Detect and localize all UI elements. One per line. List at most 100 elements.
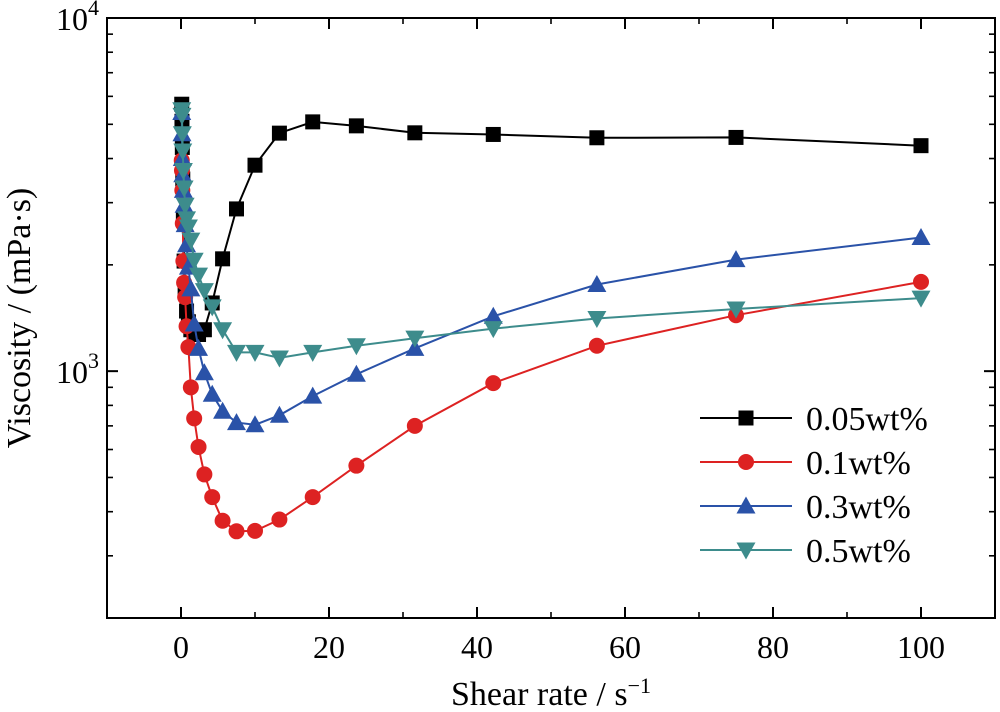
data-point (406, 417, 423, 434)
data-point (269, 405, 289, 423)
series-line (180, 112, 922, 426)
data-point (348, 118, 364, 134)
series-0.1wt% (173, 152, 929, 540)
data-point (214, 512, 231, 529)
data-point (346, 338, 366, 356)
data-point (247, 522, 263, 539)
series-line (180, 109, 922, 359)
legend-label: 0.05wt% (806, 401, 928, 438)
legend-marker (738, 410, 754, 426)
series-0.3wt% (172, 103, 931, 433)
data-point (247, 157, 263, 173)
x-axis-title: Shear rate / s−1 (451, 673, 651, 712)
data-point (911, 290, 931, 308)
data-point (227, 344, 246, 362)
data-point (184, 314, 204, 332)
data-point (215, 251, 231, 267)
legend-marker (738, 454, 754, 470)
data-point (213, 322, 233, 340)
y-tick-base: 10 (56, 1, 88, 37)
data-point (189, 338, 209, 356)
y-tick-exponent: 4 (88, 0, 99, 20)
data-point (407, 125, 423, 141)
data-point (178, 219, 198, 237)
data-point (204, 489, 221, 506)
data-point (202, 384, 222, 402)
data-point (213, 401, 233, 419)
plot-frame (106, 17, 996, 619)
data-point (726, 301, 746, 319)
data-point (303, 386, 323, 404)
data-point (189, 267, 209, 285)
y-tick-exponent: 3 (88, 348, 99, 373)
data-point (483, 321, 503, 339)
x-axis-title-text: Shear rate / s (451, 676, 628, 712)
y-tick-label: 104 (56, 0, 99, 37)
x-tick-label: 100 (897, 629, 945, 665)
data-point (911, 228, 931, 246)
data-point (182, 379, 199, 396)
data-point (346, 364, 366, 382)
data-point (190, 438, 207, 455)
x-axis-title-superscript: −1 (628, 673, 651, 698)
data-point (181, 232, 201, 250)
data-point (174, 180, 194, 198)
x-tick-label: 0 (173, 629, 189, 665)
data-point (172, 126, 192, 144)
data-point (202, 299, 222, 317)
data-point (485, 126, 501, 142)
x-tick-label: 60 (609, 629, 641, 665)
data-point (173, 143, 193, 161)
data-point (483, 306, 503, 324)
data-point (228, 523, 245, 540)
series-line (180, 104, 922, 336)
data-point (196, 322, 212, 338)
data-point (271, 511, 288, 528)
data-point (173, 162, 193, 180)
y-tick-base: 10 (56, 354, 88, 390)
data-point (269, 350, 289, 368)
data-point (229, 201, 244, 217)
data-point (194, 283, 214, 301)
data-point (405, 330, 425, 348)
data-point (304, 489, 321, 506)
data-point (175, 197, 195, 215)
data-point (245, 415, 265, 433)
data-point (913, 138, 929, 154)
data-point (485, 375, 502, 392)
y-axis-title: Viscosity / (mPa·s) (1, 188, 38, 449)
data-point (728, 129, 744, 145)
data-point (587, 310, 607, 328)
legend-marker (736, 496, 756, 514)
data-point (271, 125, 287, 141)
data-point (172, 107, 192, 125)
data-point (245, 344, 265, 362)
legend-label: 0.3wt% (806, 489, 911, 526)
data-point (348, 457, 365, 474)
series-0.5wt% (172, 102, 931, 368)
data-point (186, 410, 203, 427)
x-tick-label: 80 (757, 629, 789, 665)
data-point (726, 250, 746, 268)
x-tick-label: 40 (461, 629, 493, 665)
legend-label: 0.5wt% (806, 533, 911, 570)
data-point (194, 363, 214, 381)
series-group (172, 96, 931, 540)
data-point (589, 130, 605, 146)
x-tick-labels: 0 20 40 60 80 100 (173, 629, 945, 665)
data-point (227, 413, 246, 431)
data-point (587, 274, 607, 292)
data-point (196, 466, 213, 483)
legend-label: 0.1wt% (806, 445, 911, 482)
legend-marker (736, 542, 756, 560)
legend: 0.05wt% 0.1wt% 0.3wt% 0.5wt% (700, 401, 928, 570)
data-point (184, 252, 204, 270)
data-point (181, 279, 201, 297)
data-point (303, 344, 323, 362)
x-tick-label: 20 (313, 629, 345, 665)
y-tick-label: 103 (56, 348, 99, 390)
data-point (913, 273, 929, 290)
data-point (588, 337, 605, 354)
